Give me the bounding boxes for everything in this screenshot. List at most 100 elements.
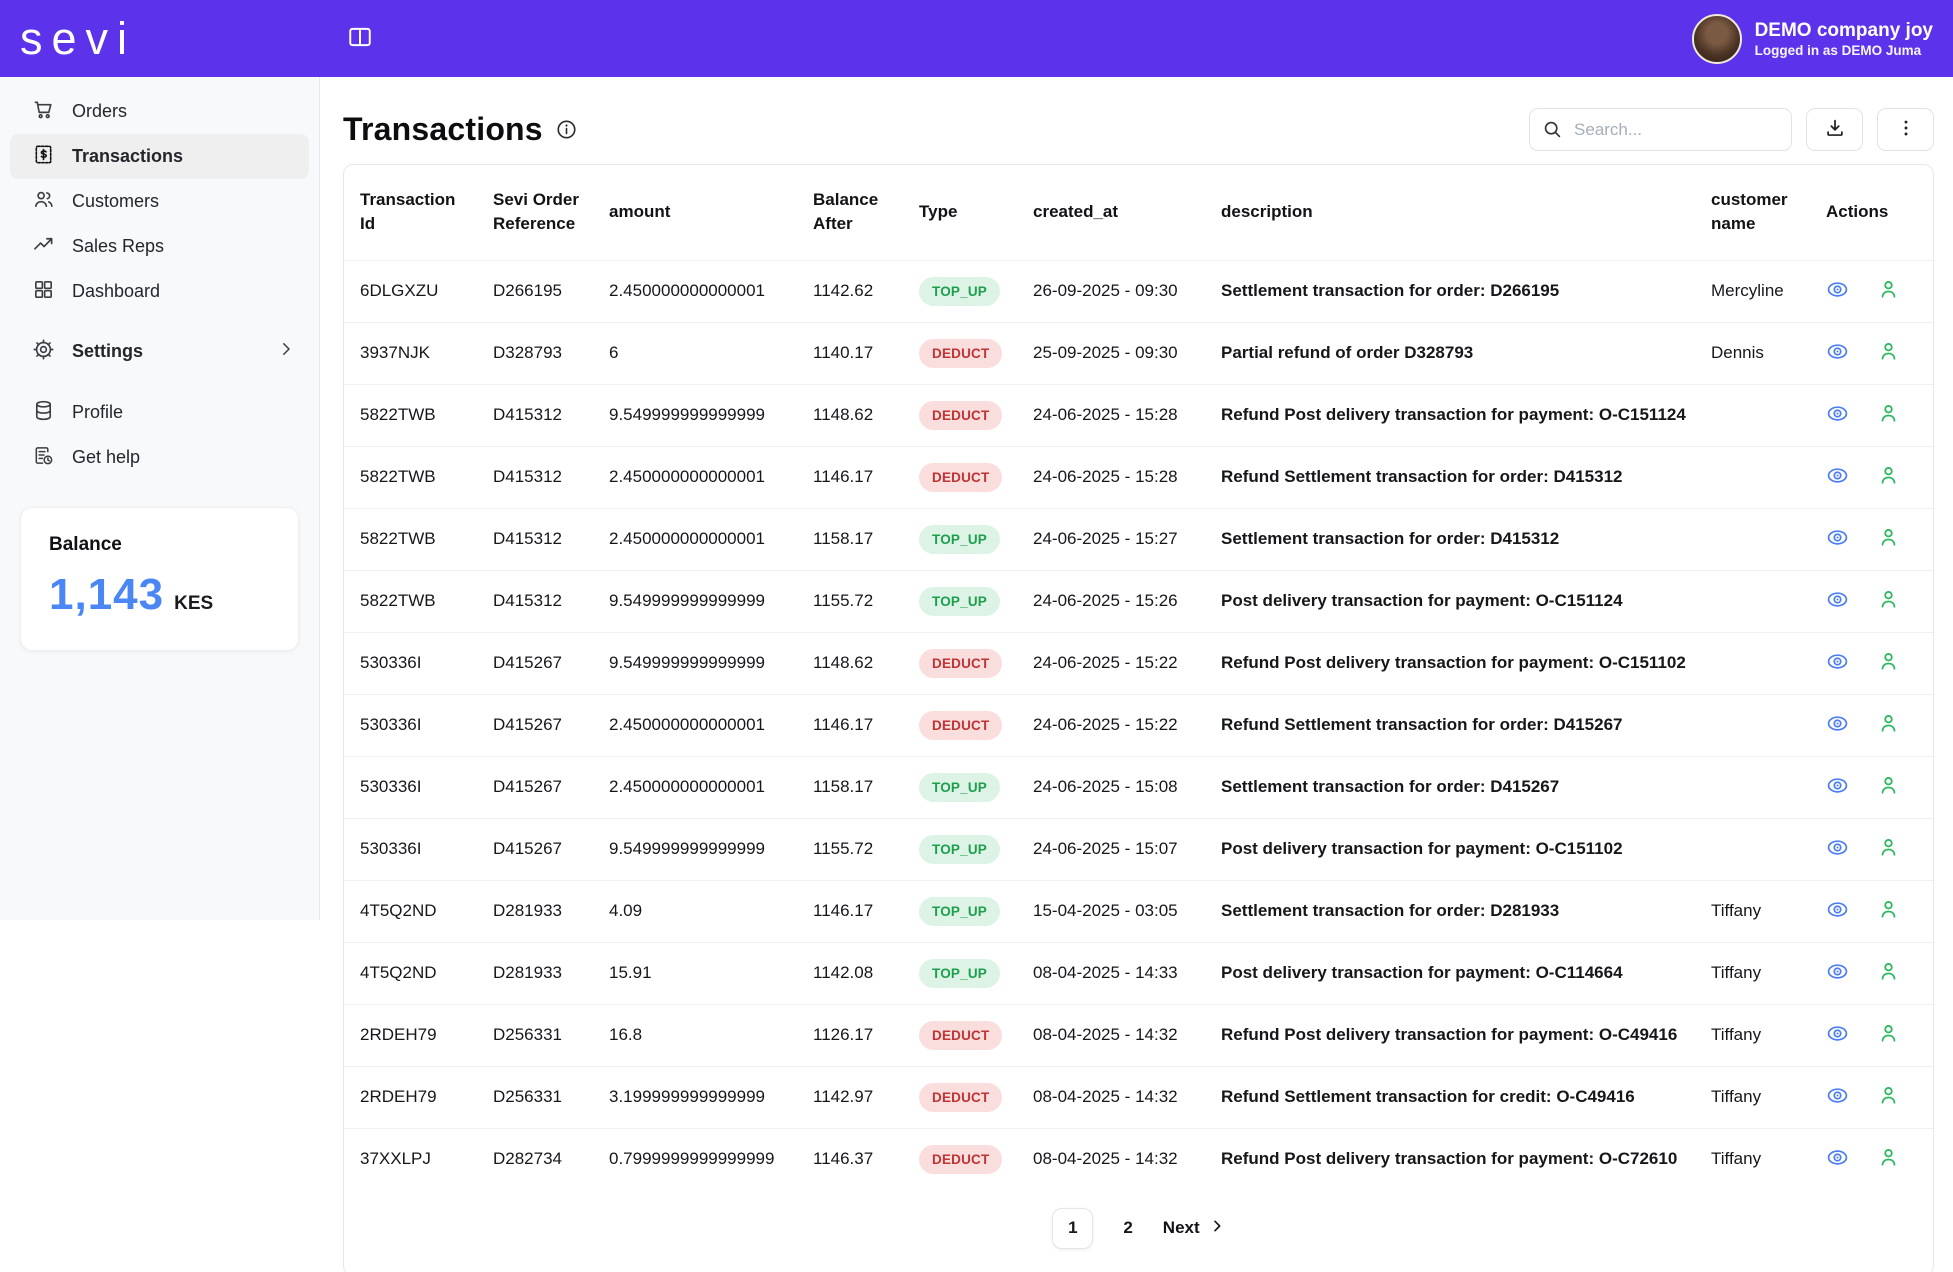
transaction-id-cell: 5822TWB <box>344 508 477 570</box>
view-transaction-button[interactable] <box>1826 774 1849 800</box>
view-customer-button[interactable] <box>1877 588 1900 614</box>
customer-name-cell: Tiffany <box>1695 1066 1810 1128</box>
type-badge: DEDUCT <box>919 339 1002 368</box>
created-at-cell: 08-04-2025 - 14:33 <box>1017 942 1205 1004</box>
actions-cell <box>1810 632 1933 694</box>
amount-cell: 2.450000000000001 <box>593 756 797 818</box>
page-1-button[interactable]: 1 <box>1052 1208 1093 1249</box>
customer-icon <box>1877 774 1900 800</box>
view-customer-button[interactable] <box>1877 650 1900 676</box>
view-customer-button[interactable] <box>1877 1022 1900 1048</box>
actions-cell <box>1810 322 1933 384</box>
type-badge: DEDUCT <box>919 1083 1002 1112</box>
receipt-icon <box>32 143 55 171</box>
amount-cell: 3.199999999999999 <box>593 1066 797 1128</box>
column-header: description <box>1205 165 1695 260</box>
sidebar-toggle-button[interactable] <box>347 24 373 53</box>
view-transaction-button[interactable] <box>1826 402 1849 428</box>
order-reference-cell: D266195 <box>477 260 593 322</box>
view-customer-button[interactable] <box>1877 526 1900 552</box>
customer-name-cell <box>1695 446 1810 508</box>
type-badge: DEDUCT <box>919 401 1002 430</box>
column-header: created_at <box>1017 165 1205 260</box>
description-cell: Post delivery transaction for payment: O… <box>1205 818 1695 880</box>
view-transaction-button[interactable] <box>1826 712 1849 738</box>
view-transaction-button[interactable] <box>1826 836 1849 862</box>
view-icon <box>1826 774 1849 800</box>
view-transaction-button[interactable] <box>1826 526 1849 552</box>
sidebar: Orders Transactions Customers <box>0 77 320 920</box>
created-at-cell: 24-06-2025 - 15:22 <box>1017 632 1205 694</box>
sidebar-item-label: Profile <box>72 402 123 423</box>
view-customer-button[interactable] <box>1877 774 1900 800</box>
order-reference-cell: D415312 <box>477 508 593 570</box>
view-customer-button[interactable] <box>1877 402 1900 428</box>
view-icon <box>1826 1022 1849 1048</box>
search-input[interactable] <box>1529 108 1792 151</box>
table-row: 2RDEH79 D256331 16.8 1126.17 DEDUCT 08-0… <box>344 1004 1933 1066</box>
description-cell: Settlement transaction for order: D26619… <box>1205 260 1695 322</box>
table-header-row: Transaction Id Sevi Order Reference amou… <box>344 165 1933 260</box>
view-customer-button[interactable] <box>1877 464 1900 490</box>
view-transaction-button[interactable] <box>1826 650 1849 676</box>
view-icon <box>1826 712 1849 738</box>
sidebar-item-transactions[interactable]: Transactions <box>10 134 309 179</box>
customer-icon <box>1877 712 1900 738</box>
customer-icon <box>1877 836 1900 862</box>
sidebar-item-profile[interactable]: Profile <box>10 390 309 435</box>
order-reference-cell: D281933 <box>477 880 593 942</box>
view-transaction-button[interactable] <box>1826 1146 1849 1172</box>
view-icon <box>1826 1146 1849 1172</box>
user-menu[interactable]: DEMO company joy Logged in as DEMO Juma <box>1692 14 1933 64</box>
more-options-button[interactable] <box>1877 108 1934 151</box>
view-transaction-button[interactable] <box>1826 278 1849 304</box>
sidebar-item-sales-reps[interactable]: Sales Reps <box>10 224 309 269</box>
amount-cell: 9.549999999999999 <box>593 632 797 694</box>
view-transaction-button[interactable] <box>1826 340 1849 366</box>
amount-cell: 15.91 <box>593 942 797 1004</box>
next-label: Next <box>1163 1218 1200 1238</box>
view-customer-button[interactable] <box>1877 340 1900 366</box>
sidebar-item-customers[interactable]: Customers <box>10 179 309 224</box>
sidebar-item-settings[interactable]: Settings <box>10 329 309 374</box>
sidebar-item-orders[interactable]: Orders <box>10 89 309 134</box>
column-header: Transaction Id <box>344 165 477 260</box>
table-row: 37XXLPJ D282734 0.7999999999999999 1146.… <box>344 1128 1933 1190</box>
view-customer-button[interactable] <box>1877 836 1900 862</box>
view-customer-button[interactable] <box>1877 960 1900 986</box>
description-cell: Refund Settlement transaction for credit… <box>1205 1066 1695 1128</box>
type-badge: DEDUCT <box>919 1021 1002 1050</box>
view-customer-button[interactable] <box>1877 898 1900 924</box>
type-cell: TOP_UP <box>903 508 1017 570</box>
actions-cell <box>1810 1066 1933 1128</box>
description-cell: Settlement transaction for order: D28193… <box>1205 880 1695 942</box>
transaction-id-cell: 530336I <box>344 694 477 756</box>
view-customer-button[interactable] <box>1877 1084 1900 1110</box>
view-customer-button[interactable] <box>1877 712 1900 738</box>
transaction-id-cell: 530336I <box>344 818 477 880</box>
view-transaction-button[interactable] <box>1826 960 1849 986</box>
description-cell: Settlement transaction for order: D41531… <box>1205 508 1695 570</box>
view-transaction-button[interactable] <box>1826 588 1849 614</box>
customer-name-cell: Dennis <box>1695 322 1810 384</box>
view-customer-button[interactable] <box>1877 278 1900 304</box>
balance-after-cell: 1146.17 <box>797 446 903 508</box>
page-2-button[interactable]: 2 <box>1123 1218 1132 1238</box>
customer-icon <box>1877 526 1900 552</box>
view-transaction-button[interactable] <box>1826 464 1849 490</box>
view-transaction-button[interactable] <box>1826 1022 1849 1048</box>
next-page-button[interactable]: Next <box>1163 1218 1225 1239</box>
transaction-id-cell: 6DLGXZU <box>344 260 477 322</box>
view-transaction-button[interactable] <box>1826 1084 1849 1110</box>
transaction-id-cell: 5822TWB <box>344 446 477 508</box>
sidebar-item-get-help[interactable]: Get help <box>10 435 309 480</box>
sidebar-item-dashboard[interactable]: Dashboard <box>10 269 309 314</box>
view-icon <box>1826 526 1849 552</box>
actions-cell <box>1810 880 1933 942</box>
info-icon[interactable] <box>555 118 578 141</box>
view-transaction-button[interactable] <box>1826 898 1849 924</box>
download-button[interactable] <box>1806 108 1863 151</box>
description-cell: Post delivery transaction for payment: O… <box>1205 570 1695 632</box>
view-customer-button[interactable] <box>1877 1146 1900 1172</box>
created-at-cell: 15-04-2025 - 03:05 <box>1017 880 1205 942</box>
